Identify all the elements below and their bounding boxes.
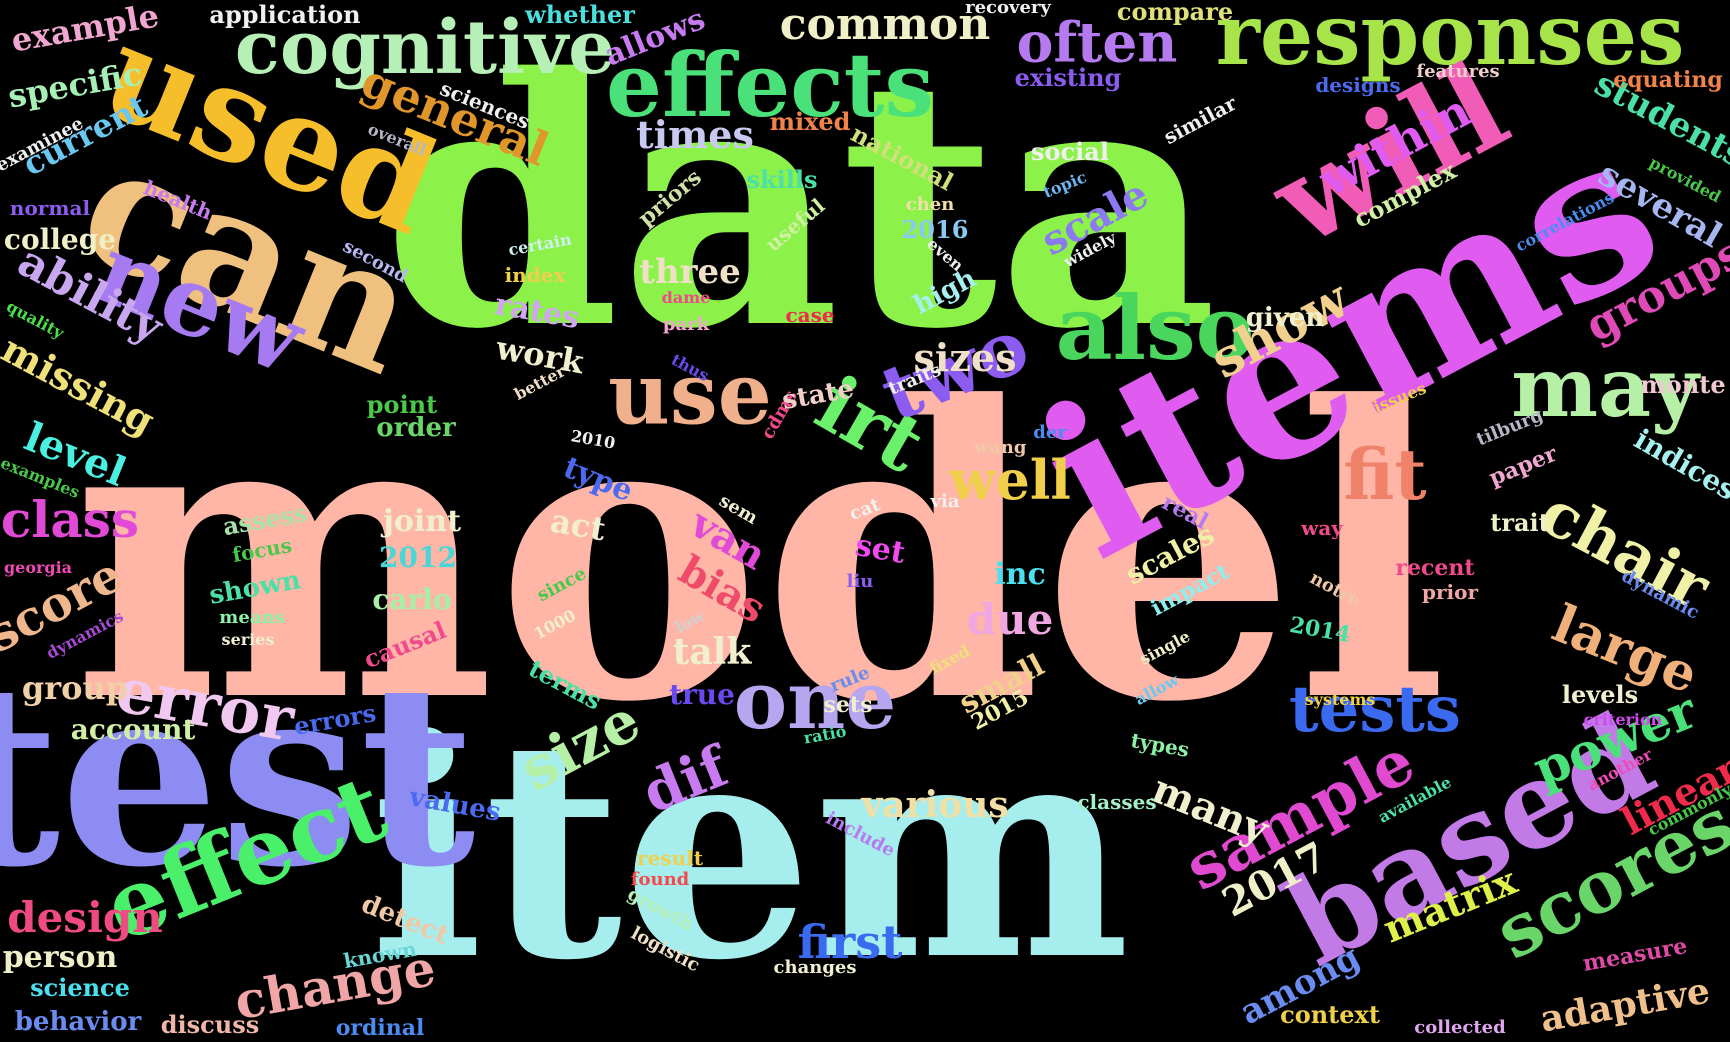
- word-use: use: [608, 344, 772, 445]
- word-science: science: [30, 973, 130, 1002]
- word-point: point: [366, 390, 438, 419]
- word-talk: talk: [672, 631, 752, 673]
- word-first: first: [797, 915, 903, 969]
- word-group: group: [21, 669, 129, 707]
- word-cognitive: cognitive: [234, 5, 616, 91]
- word-three: three: [639, 252, 741, 292]
- word-collected: collected: [1414, 1017, 1506, 1038]
- word-data: data: [382, 5, 1218, 404]
- word-tilburg: tilburg: [1473, 404, 1547, 451]
- word-means: means: [219, 607, 285, 628]
- word-common: common: [779, 0, 991, 50]
- word-act: act: [547, 501, 609, 549]
- word-result: result: [637, 846, 703, 870]
- word-changes: changes: [773, 957, 857, 978]
- word-class: class: [0, 490, 140, 549]
- word-series: series: [221, 630, 275, 649]
- word-adaptive: adaptive: [1537, 969, 1713, 1041]
- word-context: context: [1280, 1000, 1380, 1029]
- word-index: index: [504, 263, 566, 287]
- word-chen: chen: [905, 194, 955, 215]
- word-2012: 2012: [379, 541, 457, 574]
- word-mixed: mixed: [769, 107, 851, 136]
- word-item: item: [369, 673, 1131, 1026]
- word-model: model: [71, 320, 1449, 790]
- word-dame: dame: [661, 288, 711, 307]
- word-fit: fit: [1343, 433, 1427, 516]
- word-park: park: [662, 314, 710, 335]
- word-also: also: [1055, 276, 1255, 380]
- word-set: set: [852, 527, 908, 572]
- word-college: college: [3, 223, 117, 256]
- word-wang: wang: [973, 437, 1027, 458]
- word-various: various: [861, 784, 1009, 826]
- word-behavior: behavior: [14, 1007, 142, 1037]
- word-way: way: [1301, 516, 1343, 540]
- word-der: der: [1033, 422, 1067, 443]
- word-liu: liu: [846, 571, 874, 592]
- word-well: well: [949, 448, 1071, 512]
- word-account: account: [70, 713, 196, 746]
- word-recovery: recovery: [965, 0, 1051, 18]
- word-indices: indices: [1628, 422, 1730, 507]
- word-found: found: [630, 869, 690, 890]
- word-tests: tests: [1289, 672, 1461, 747]
- word-carlo: carlo: [372, 583, 452, 616]
- word-2016: 2016: [901, 215, 969, 244]
- word-social: social: [1031, 137, 1109, 166]
- word-given: given: [1245, 303, 1325, 333]
- word-ordinal: ordinal: [335, 1015, 425, 1041]
- word-inc: inc: [994, 557, 1046, 592]
- word-compare: compare: [1116, 0, 1234, 26]
- word-systems: systems: [1304, 690, 1376, 709]
- word-times: times: [636, 112, 754, 157]
- word-effects: effects: [606, 33, 934, 137]
- word-person: person: [2, 940, 118, 975]
- word-sets: sets: [823, 692, 873, 718]
- word-equating: equating: [1613, 67, 1723, 93]
- word-classes: classes: [1077, 790, 1157, 814]
- word-prior: prior: [1422, 580, 1478, 604]
- word-due: due: [966, 595, 1054, 644]
- word-designs: designs: [1315, 73, 1401, 97]
- word-true: true: [669, 678, 735, 711]
- word-sizes: sizes: [913, 335, 1017, 380]
- word-responses: responses: [1215, 0, 1685, 84]
- word-may: may: [1511, 340, 1699, 436]
- word-georgia: georgia: [3, 558, 73, 577]
- word-order: order: [376, 413, 456, 443]
- word-measure: measure: [1580, 933, 1690, 977]
- word-existing: existing: [1014, 63, 1122, 92]
- word-paper: paper: [1485, 440, 1561, 492]
- word-levels: levels: [1561, 680, 1639, 709]
- word-normal: normal: [9, 196, 91, 220]
- word-recent: recent: [1395, 555, 1475, 581]
- word-one: one: [733, 653, 897, 747]
- word-discuss: discuss: [160, 1010, 260, 1039]
- word-via: via: [930, 491, 960, 512]
- word-joint: joint: [383, 504, 461, 539]
- word-trait: trait: [1490, 508, 1550, 537]
- word-monte: monte: [1640, 370, 1726, 399]
- word-design: design: [7, 893, 163, 942]
- word-whether: whether: [525, 0, 635, 29]
- word-features: features: [1416, 61, 1500, 82]
- word-test: test: [0, 628, 476, 922]
- word-skills: skills: [746, 165, 818, 194]
- word-application: application: [209, 0, 361, 29]
- word-criterion: criterion: [1583, 710, 1663, 729]
- word-case: case: [785, 303, 835, 327]
- word-often: often: [1016, 9, 1178, 75]
